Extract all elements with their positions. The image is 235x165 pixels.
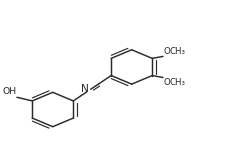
Text: CH₃: CH₃ [169,47,185,56]
Text: OH: OH [2,87,16,96]
Text: CH₃: CH₃ [169,78,185,87]
Text: O: O [164,47,170,56]
Text: N: N [81,84,89,94]
Text: O: O [164,78,170,87]
